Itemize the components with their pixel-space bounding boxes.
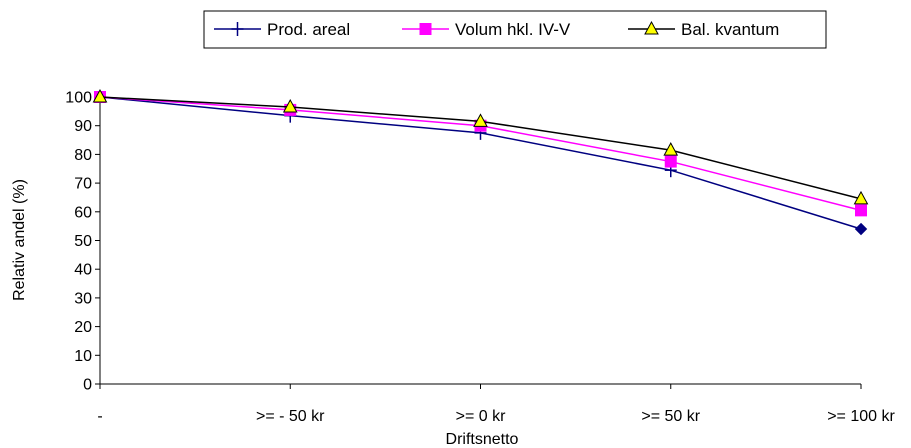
y-tick-label: 0 bbox=[83, 377, 92, 394]
axes: 0 10 20 30 40 50 60 70 80 90 100 - >= - 50 kr >= 0 k… bbox=[65, 90, 895, 426]
y-tick-label: 10 bbox=[74, 348, 92, 365]
y-tick-label: 20 bbox=[74, 319, 92, 336]
legend-item: Bal. kvantum bbox=[628, 20, 779, 39]
y-axis-title: Relativ andel (%) bbox=[11, 179, 28, 301]
legend-item: Volum hkl. IV-V bbox=[402, 20, 571, 39]
data-point-marker bbox=[854, 222, 868, 236]
y-tick-label: 30 bbox=[74, 290, 92, 307]
y-tick-label: 50 bbox=[74, 233, 92, 250]
data-point-marker bbox=[644, 20, 659, 35]
data-point-marker bbox=[855, 204, 867, 217]
series-layer bbox=[92, 88, 869, 236]
x-tick-label: >= - 50 kr bbox=[256, 408, 325, 425]
x-tick-label: >= 50 kr bbox=[641, 408, 700, 425]
legend: Prod. areal Volum hkl. IV-V Bal. kvantum bbox=[203, 10, 827, 49]
series-prod-areal bbox=[93, 90, 868, 236]
y-tick-label: 70 bbox=[74, 176, 92, 193]
series-line bbox=[99, 96, 862, 200]
series-bal-kvantum bbox=[92, 88, 869, 205]
y-tick-label: 60 bbox=[74, 204, 92, 221]
y-tick-label: 90 bbox=[74, 118, 92, 135]
series-volum-hkl-iv-v bbox=[94, 91, 867, 217]
y-tick-label: 80 bbox=[74, 147, 92, 164]
y-tick-label: 100 bbox=[65, 90, 92, 107]
legend-box bbox=[203, 10, 827, 49]
y-tick-label: 40 bbox=[74, 262, 92, 279]
x-tick-label: - bbox=[97, 408, 102, 425]
legend-label: Bal. kvantum bbox=[681, 20, 779, 39]
data-point-marker bbox=[853, 190, 869, 205]
legend-label: Volum hkl. IV-V bbox=[455, 20, 571, 39]
data-point-marker bbox=[663, 142, 679, 156]
data-point-marker bbox=[473, 113, 488, 127]
x-tick-label: >= 100 kr bbox=[827, 408, 895, 425]
legend-item: Prod. areal bbox=[214, 20, 350, 39]
data-point-marker bbox=[419, 23, 432, 35]
x-tick-label: >= 0 kr bbox=[456, 408, 506, 425]
x-axis-title: Driftsnetto bbox=[446, 431, 519, 448]
data-point-marker bbox=[282, 98, 298, 113]
data-point-marker bbox=[92, 88, 108, 103]
legend-label: Prod. areal bbox=[267, 20, 350, 39]
data-point-marker bbox=[664, 155, 677, 168]
